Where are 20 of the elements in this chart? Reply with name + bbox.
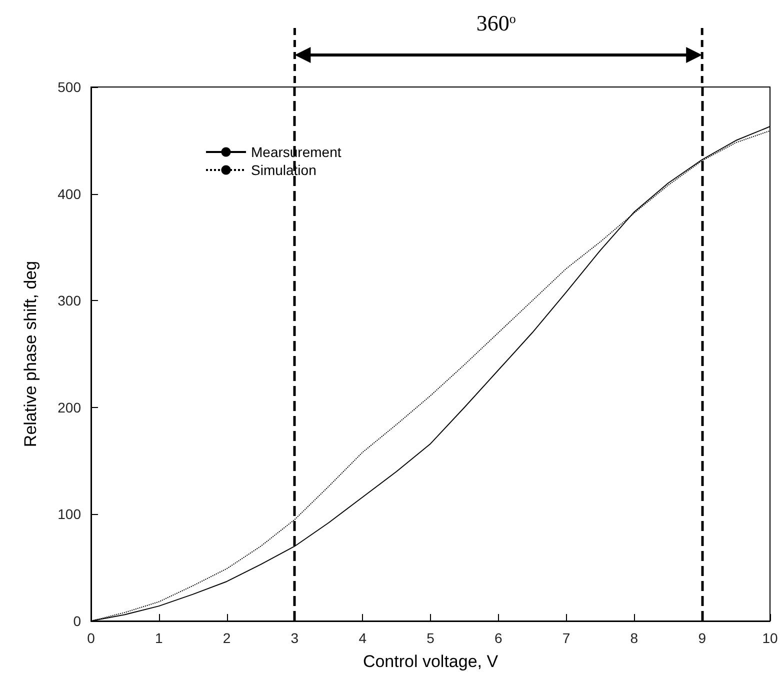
x-tick-label: 6 [494,630,502,646]
legend-label: Simulation [251,162,316,178]
y-tick-label: 0 [73,613,82,629]
x-tick-label: 3 [290,630,299,646]
x-tick-label: 7 [562,630,570,646]
x-tick-label: 2 [222,630,231,646]
y-axis-title: Relative phase shift, deg [21,260,40,448]
x-tick-label: 0 [87,630,96,646]
x-axis-title: Control voltage, V [362,652,499,671]
y-tick-label: 400 [58,186,82,202]
x-tick-label: 1 [155,630,163,646]
y-tick-label: 300 [58,292,82,309]
x-tick-label: 9 [698,630,706,646]
x-tick-label: 10 [762,630,778,646]
y-tick-label: 100 [58,506,82,522]
x-tick-label: 8 [630,630,638,646]
x-tick-label: 5 [426,630,435,646]
y-tick-label: 200 [58,399,82,416]
x-tick-label: 4 [358,630,367,646]
y-tick-label: 500 [58,79,82,95]
